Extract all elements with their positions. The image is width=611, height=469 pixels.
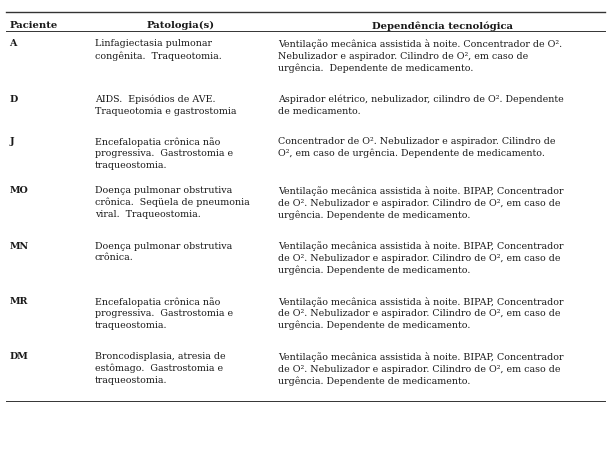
Text: Encefalopatia crônica não
progressiva.  Gastrostomia e
traqueostomia.: Encefalopatia crônica não progressiva. G… xyxy=(95,137,233,170)
Text: Ventilação mecânica assistida à noite. Concentrador de O².
Nebulizador e aspirad: Ventilação mecânica assistida à noite. C… xyxy=(278,39,562,73)
Text: Encefalopatia crônica não
progressiva.  Gastrostomia e
traqueostomia.: Encefalopatia crônica não progressiva. G… xyxy=(95,297,233,330)
Text: A: A xyxy=(9,39,16,48)
Text: Aspirador elétrico, nebulizador, cilindro de O². Dependente
de medicamento.: Aspirador elétrico, nebulizador, cilindr… xyxy=(278,95,564,116)
Text: Ventilação mecânica assistida à noite. BIPAP, Concentrador
de O². Nebulizador e : Ventilação mecânica assistida à noite. B… xyxy=(278,242,563,275)
Text: MR: MR xyxy=(9,297,27,306)
Text: Broncodisplasia, atresia de
estômago.  Gastrostomia e
traqueostomia.: Broncodisplasia, atresia de estômago. Ga… xyxy=(95,352,225,385)
Text: Concentrador de O². Nebulizador e aspirador. Cilindro de
O², em caso de urgência: Concentrador de O². Nebulizador e aspira… xyxy=(278,137,555,158)
Text: Patologia(s): Patologia(s) xyxy=(146,21,214,30)
Text: Ventilação mecânica assistida à noite. BIPAP, Concentrador
de O². Nebulizador e : Ventilação mecânica assistida à noite. B… xyxy=(278,352,563,386)
Text: Ventilação mecânica assistida à noite. BIPAP, Concentrador
de O². Nebulizador e : Ventilação mecânica assistida à noite. B… xyxy=(278,186,563,219)
Text: D: D xyxy=(9,95,18,104)
Text: AIDS.  Episódios de AVE.
Traqueotomia e gastrostomia: AIDS. Episódios de AVE. Traqueotomia e g… xyxy=(95,95,236,116)
Text: Dependência tecnológica: Dependência tecnológica xyxy=(373,21,513,30)
Text: Ventilação mecânica assistida à noite. BIPAP, Concentrador
de O². Nebulizador e : Ventilação mecânica assistida à noite. B… xyxy=(278,297,563,330)
Text: MN: MN xyxy=(9,242,28,250)
Text: Doença pulmonar obstrutiva
crônica.  Seqüela de pneumonia
viral.  Traqueostomia.: Doença pulmonar obstrutiva crônica. Seqü… xyxy=(95,186,249,219)
Text: J: J xyxy=(9,137,14,146)
Text: Doença pulmonar obstrutiva
crônica.: Doença pulmonar obstrutiva crônica. xyxy=(95,242,232,262)
Text: Linfagiectasia pulmonar
congênita.  Traqueotomia.: Linfagiectasia pulmonar congênita. Traqu… xyxy=(95,39,221,61)
Text: DM: DM xyxy=(9,352,28,361)
Text: MO: MO xyxy=(9,186,28,195)
Text: Paciente: Paciente xyxy=(9,21,57,30)
